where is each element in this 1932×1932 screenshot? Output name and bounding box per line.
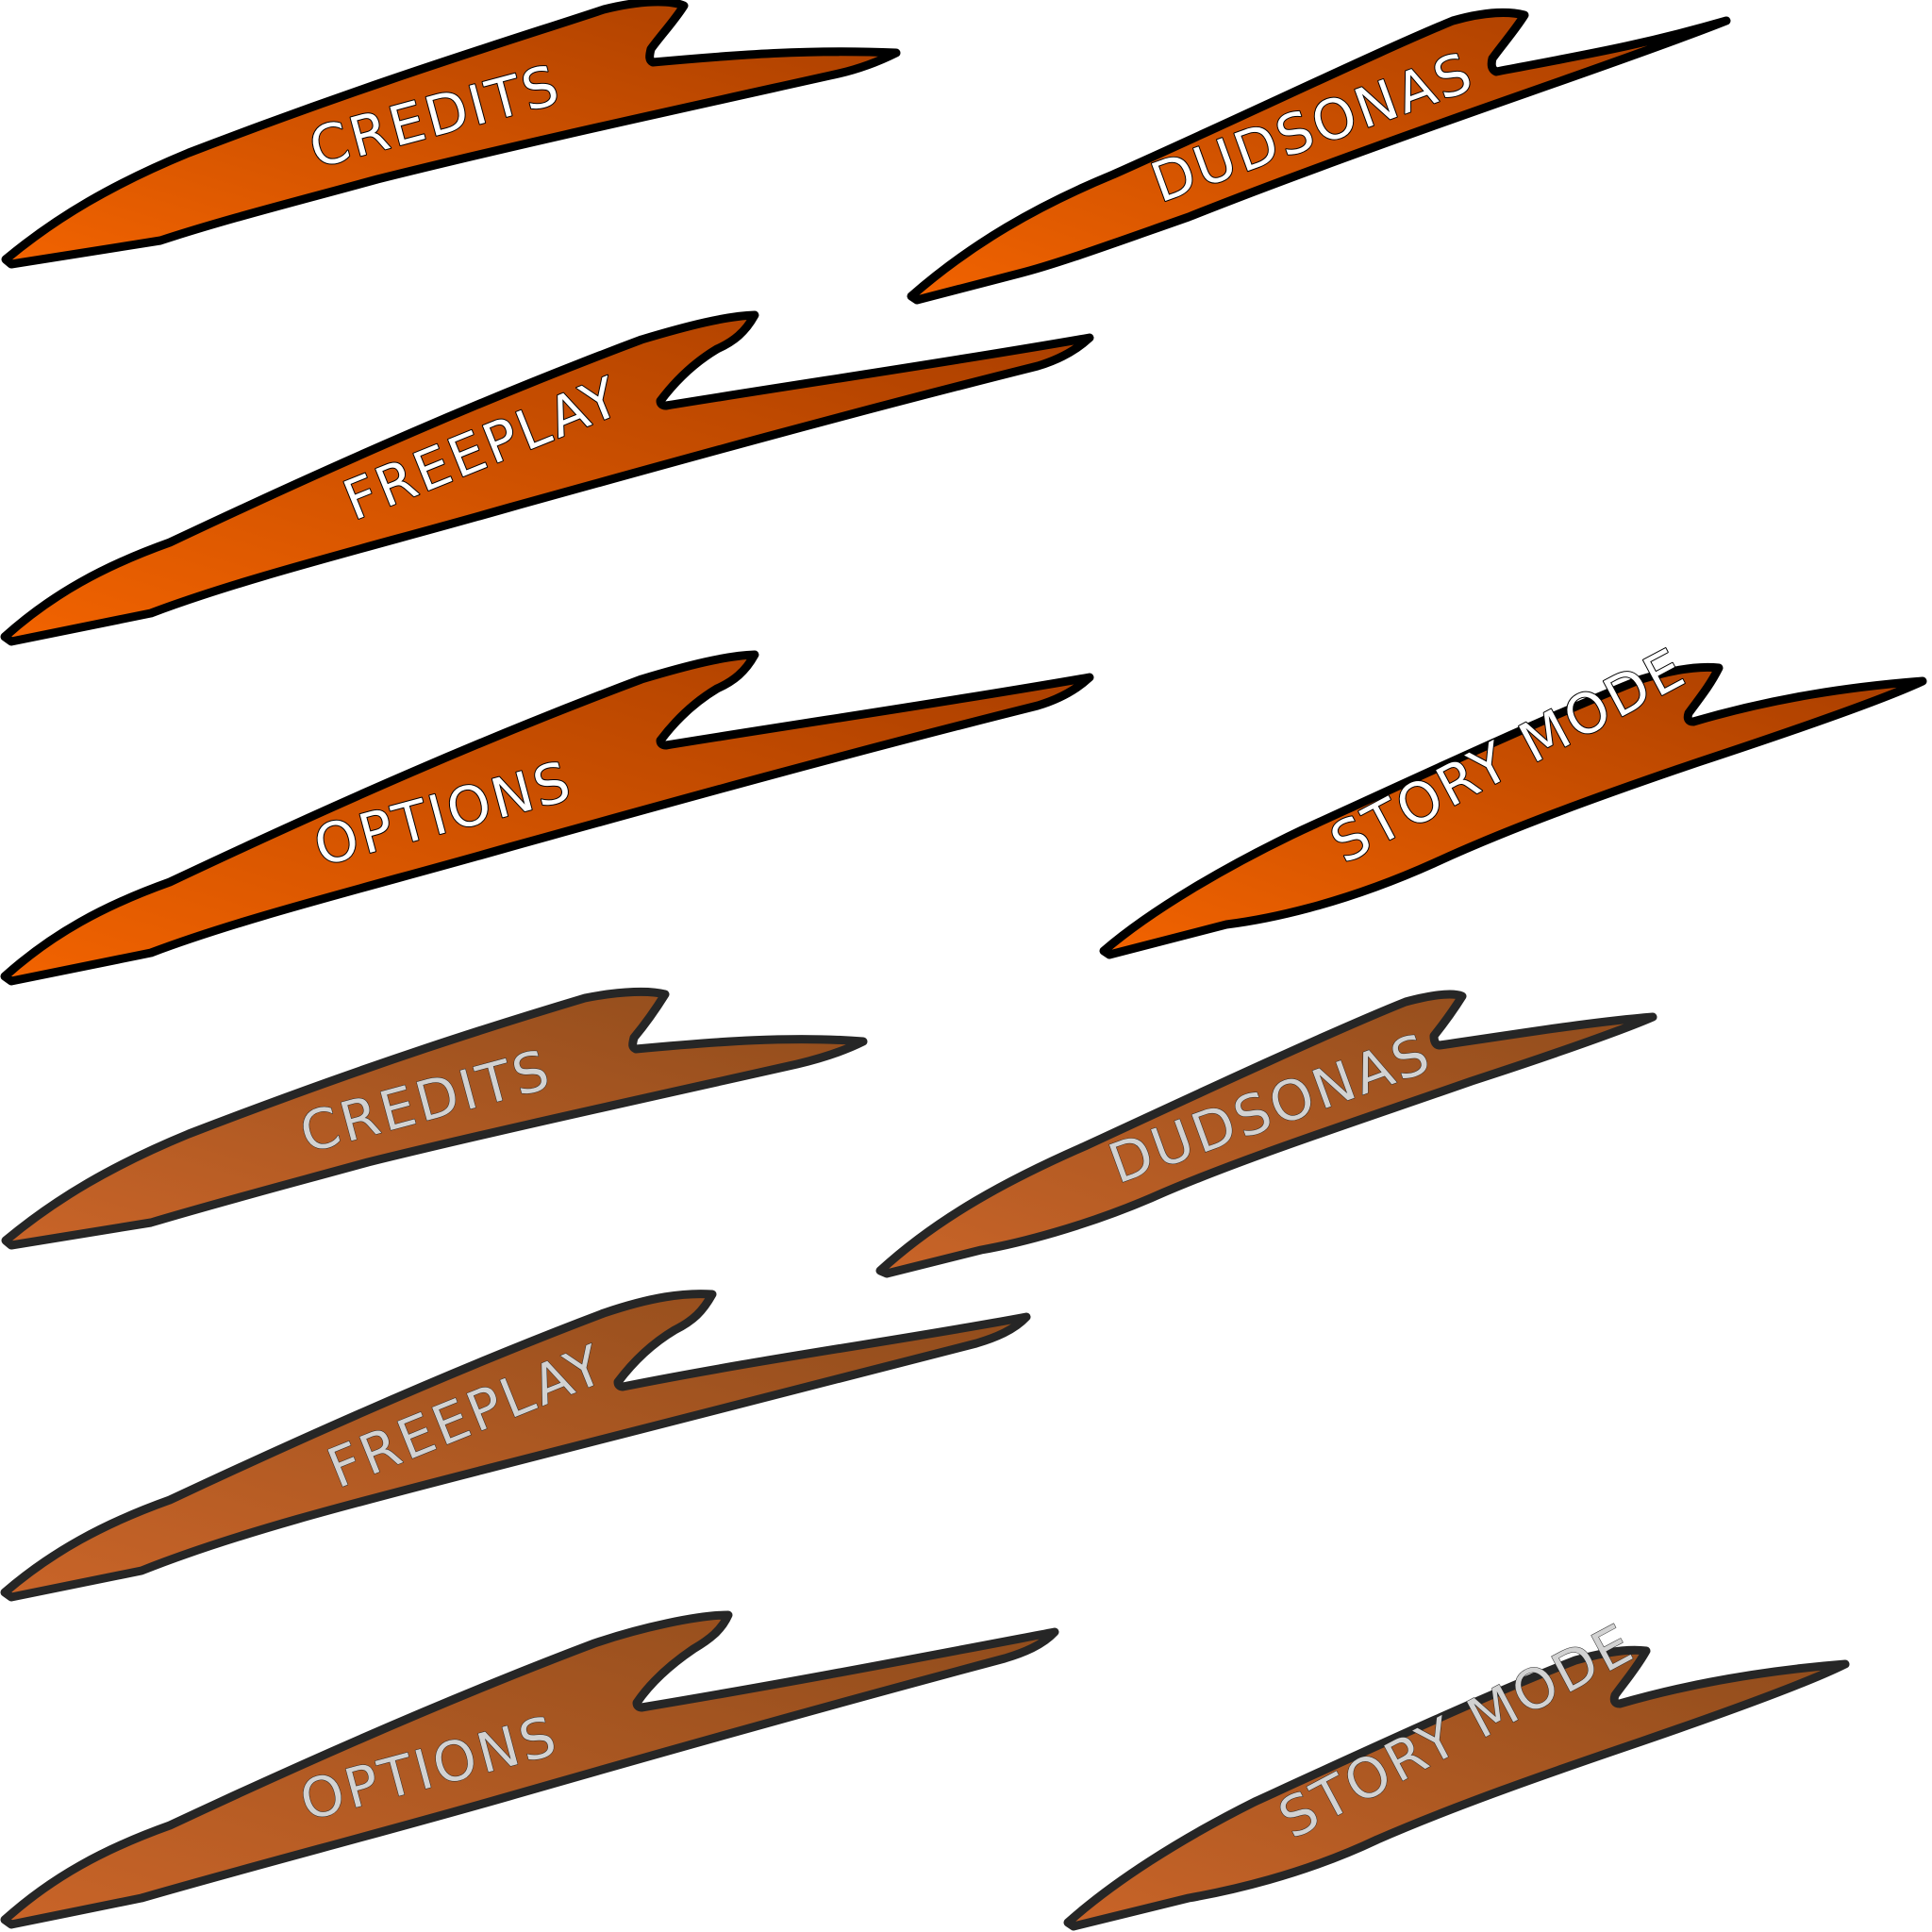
story-mode-button-idle[interactable]: STORY MODE	[1063, 1610, 1850, 1931]
credits-blade-shape	[1, 0, 901, 269]
story-mode-button-selected[interactable]: STORY MODE	[1099, 634, 1927, 959]
story-mode-idle-blade-shape	[1063, 1645, 1850, 1931]
credits-idle-blade-shape	[1, 987, 868, 1250]
options-button-selected[interactable]: OPTIONS	[0, 650, 1094, 986]
options-blade-shape	[0, 650, 1094, 986]
options-button-idle[interactable]: OPTIONS	[0, 1610, 1059, 1929]
story-mode-blade-shape	[1099, 662, 1927, 959]
dudsonas-idle-blade-shape	[875, 990, 1657, 1278]
credits-button-selected[interactable]: CREDITS	[1, 0, 901, 269]
freeplay-blade-shape	[0, 310, 1094, 646]
dudsonas-blade-shape	[907, 8, 1731, 305]
freeplay-button-selected[interactable]: FREEPLAY	[0, 310, 1094, 646]
options-idle-blade-shape	[0, 1610, 1059, 1929]
freeplay-idle-blade-shape	[0, 1290, 1031, 1602]
dudsonas-button-selected[interactable]: DUDSONAS	[907, 8, 1731, 305]
dudsonas-button-idle[interactable]: DUDSONAS	[875, 990, 1657, 1278]
credits-button-idle[interactable]: CREDITS	[1, 987, 868, 1250]
freeplay-button-idle[interactable]: FREEPLAY	[0, 1290, 1031, 1602]
